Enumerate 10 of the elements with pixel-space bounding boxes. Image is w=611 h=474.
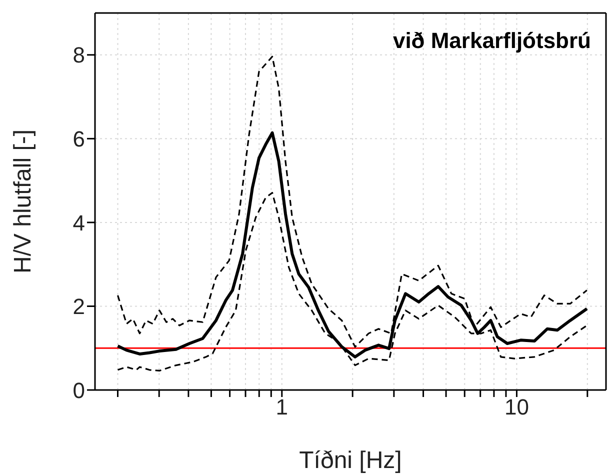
y-tick-label: 6 [72, 126, 85, 152]
y-axis-title: H/V hlutfall [-] [10, 129, 37, 274]
annotation: við Markarfljótsbrú [392, 28, 591, 54]
y-tick-label: 2 [72, 294, 85, 320]
y-tick-label: 8 [72, 42, 85, 68]
x-tick-label: 1 [276, 394, 288, 420]
x-tick-label: 10 [504, 394, 529, 420]
y-tick-label: 4 [72, 210, 85, 236]
y-tick-label: 0 [72, 378, 85, 403]
x-axis-title: Tíðni [Hz] [299, 447, 402, 474]
